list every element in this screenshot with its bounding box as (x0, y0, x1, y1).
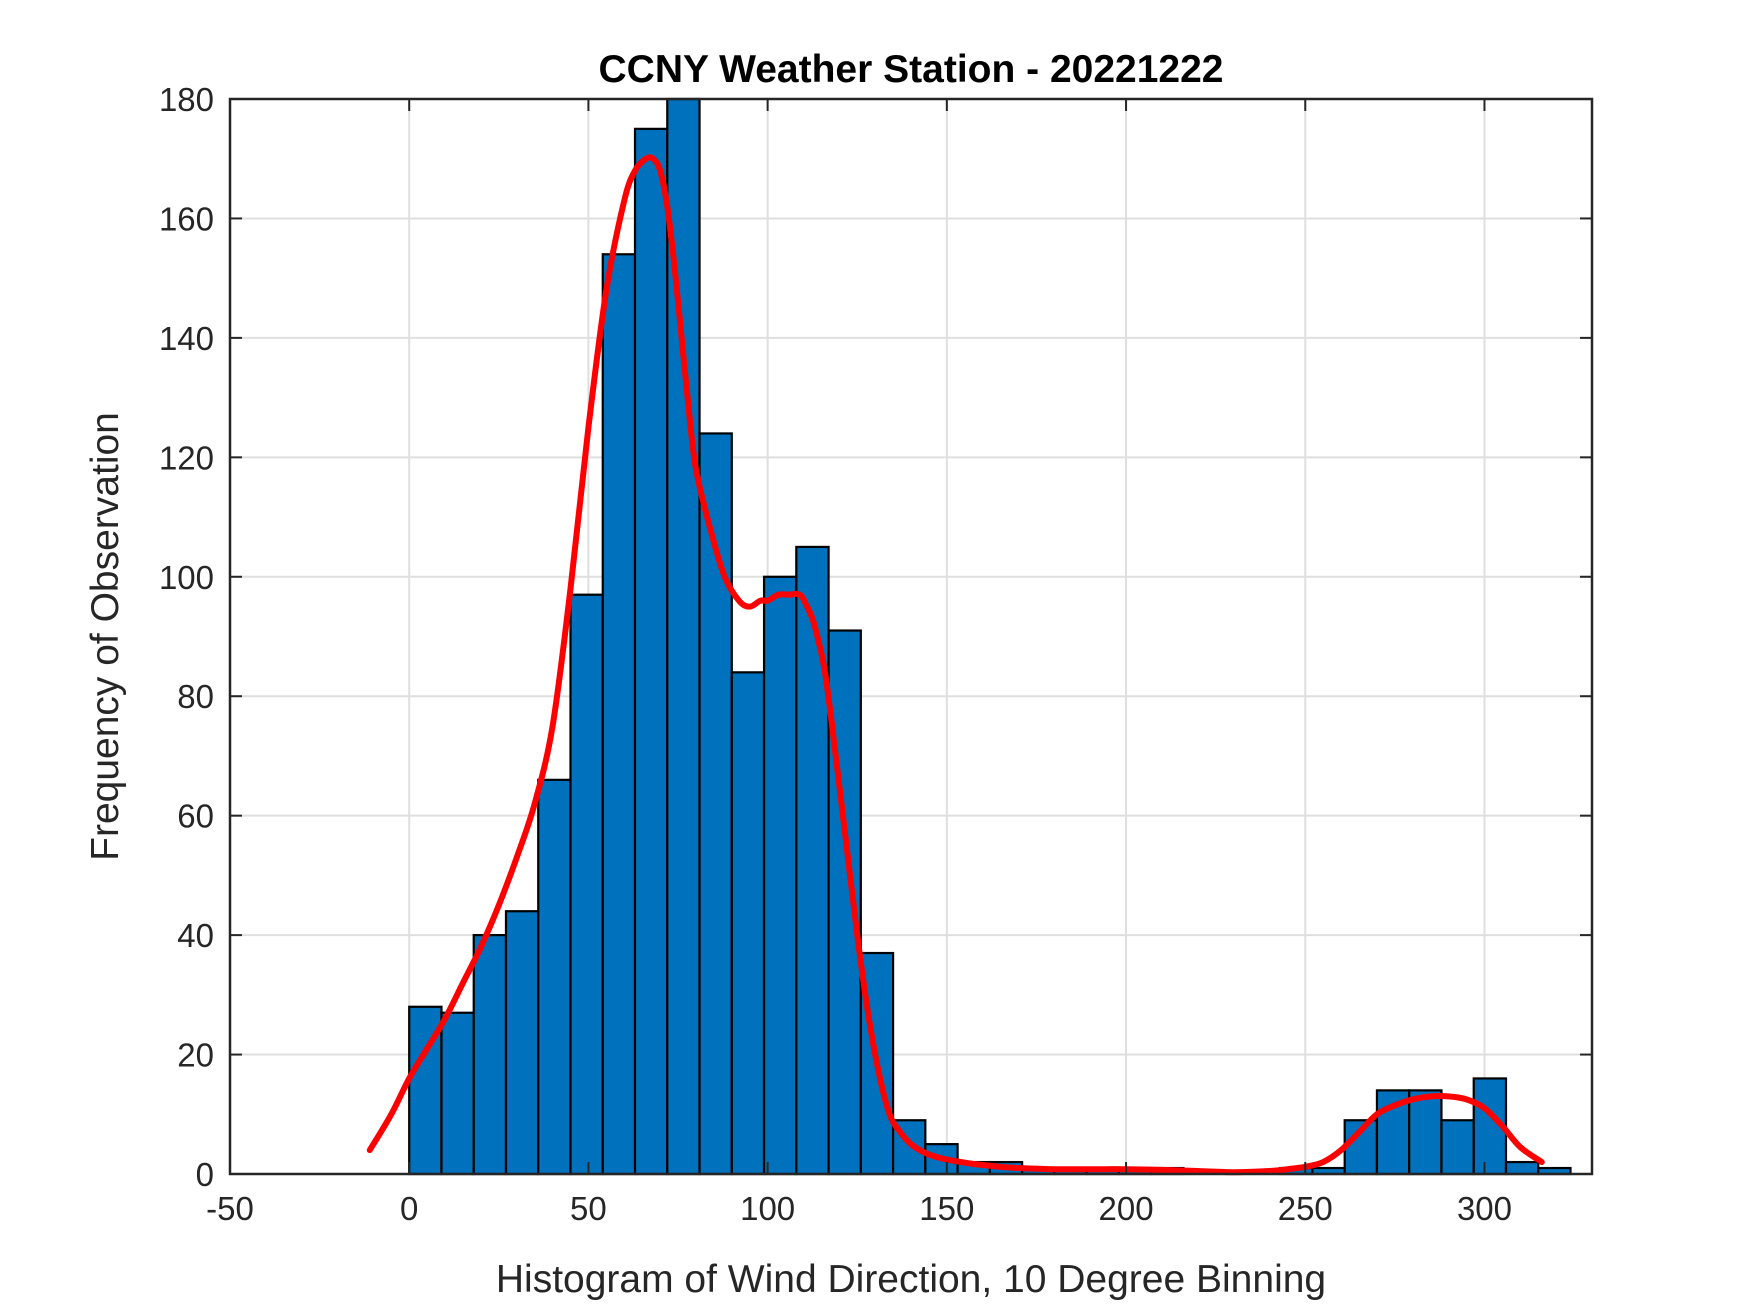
histogram-bar (633, 127, 669, 1176)
y-tick-label: 0 (196, 1156, 214, 1193)
x-tick-labels: -50 0 50 100 150 200 250 300 (206, 1190, 1512, 1227)
y-tick-label: 20 (177, 1037, 214, 1074)
y-tick-label: 120 (159, 439, 214, 476)
x-axis-label: Histogram of Wind Direction, 10 Degree B… (496, 1258, 1326, 1301)
y-tick-label: 60 (177, 798, 214, 835)
tick-marks (229, 98, 1592, 1175)
x-tick-label: -50 (206, 1190, 254, 1227)
histogram-bar (537, 778, 572, 1176)
y-tick-label: 180 (159, 81, 214, 118)
axes-box (228, 97, 1594, 1176)
histogram-bar (440, 1011, 475, 1176)
y-tick-label: 140 (159, 320, 214, 357)
x-tick-label: 300 (1457, 1190, 1512, 1227)
y-tick-label: 40 (177, 917, 214, 954)
y-tick-label: 100 (159, 559, 214, 596)
y-tick-labels: 0 20 40 60 80 100 120 140 160 180 (159, 81, 214, 1193)
histogram-bar (762, 575, 798, 1176)
histogram-bar (472, 934, 508, 1176)
histogram-bar (1504, 1160, 1540, 1176)
histogram-bar (1408, 1089, 1443, 1176)
x-tick-label: 250 (1278, 1190, 1333, 1227)
histogram-bar (601, 253, 637, 1176)
y-tick-label: 160 (159, 200, 214, 237)
x-tick-label: 0 (400, 1190, 418, 1227)
plot-area (228, 97, 1594, 1176)
y-tick-label: 80 (177, 678, 214, 715)
x-tick-label: 100 (740, 1190, 795, 1227)
x-tick-label: 50 (570, 1190, 607, 1227)
histogram-bar (569, 593, 604, 1176)
histogram-bar (1440, 1119, 1475, 1176)
histogram-bar (795, 545, 830, 1176)
fit-curve (366, 154, 1545, 1176)
histogram-bar (730, 671, 766, 1176)
x-tick-label: 150 (919, 1190, 974, 1227)
chart-title: CCNY Weather Station - 20221222 (599, 48, 1224, 91)
x-tick-label: 200 (1099, 1190, 1154, 1227)
grid-lines (229, 98, 1592, 1175)
y-axis-label: Frequency of Observation (84, 412, 127, 861)
histogram-bar (504, 910, 540, 1176)
